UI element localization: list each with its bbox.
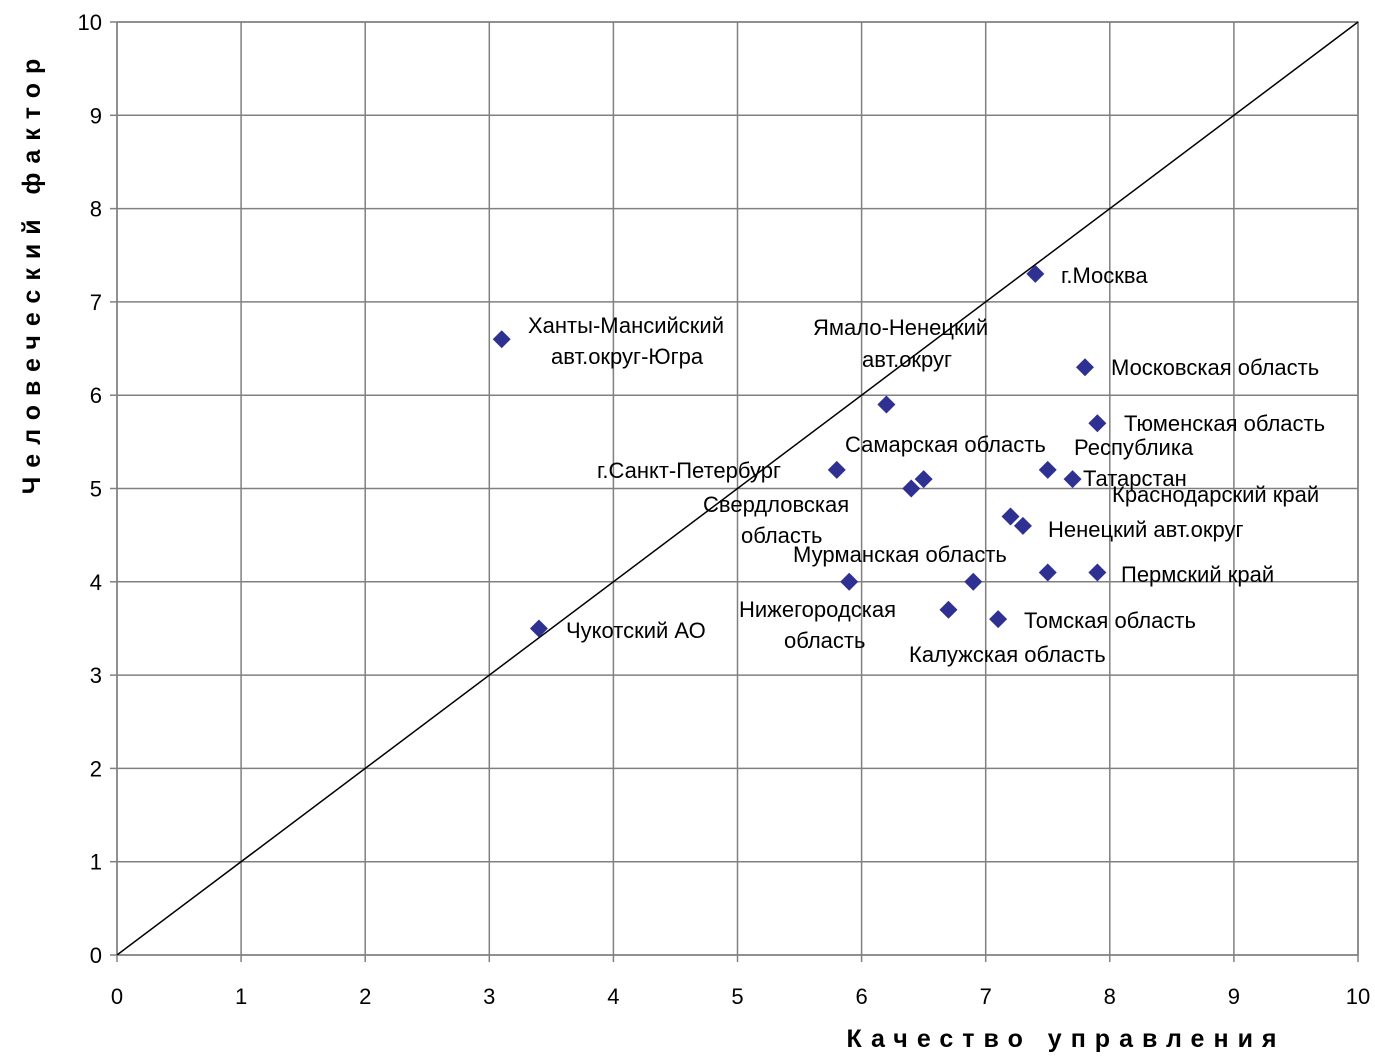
point-label: Мурманская область — [793, 542, 1007, 567]
point-label: г.Санкт-Петербург — [597, 458, 781, 483]
data-point-marker — [840, 572, 859, 591]
data-point-marker — [939, 600, 958, 619]
point-label: область — [741, 523, 822, 548]
y-tick-label: 8 — [90, 197, 102, 222]
y-tick-label: 4 — [90, 570, 102, 595]
data-point-marker — [1001, 507, 1020, 526]
data-point-marker — [827, 460, 846, 479]
point-label: Ямало-Ненецкий — [813, 315, 988, 340]
x-tick-label: 0 — [111, 984, 123, 1009]
point-label: Томская область — [1024, 608, 1196, 633]
y-tick-label: 1 — [90, 850, 102, 875]
x-tick-label: 8 — [1104, 984, 1116, 1009]
point-label: авт.округ-Югра — [551, 344, 704, 369]
data-point-marker — [1088, 563, 1107, 582]
data-point-marker — [1038, 460, 1057, 479]
x-axis-title: Качество управления — [846, 1025, 1285, 1053]
diagonal-reference-line — [116, 21, 1359, 956]
y-tick-label: 5 — [90, 477, 102, 502]
data-point-marker — [964, 572, 983, 591]
data-point-marker — [1038, 563, 1057, 582]
point-label: Ненецкий авт.округ — [1048, 517, 1244, 542]
point-label: авт.округ — [862, 347, 952, 372]
x-tick-label: 1 — [235, 984, 247, 1009]
data-point-marker — [1075, 358, 1094, 377]
x-tick-label: 4 — [607, 984, 619, 1009]
data-point-marker — [914, 470, 933, 489]
data-point-marker — [1026, 264, 1045, 283]
point-label: Калужская область — [909, 642, 1106, 667]
point-label: Самарская область — [845, 432, 1046, 457]
point-label: Татарстан — [1083, 466, 1187, 491]
data-point-marker — [492, 330, 511, 349]
y-axis-ticks: 0 1 2 3 4 5 6 7 8 9 10 — [78, 10, 117, 968]
y-tick-label: 6 — [90, 383, 102, 408]
x-tick-label: 7 — [980, 984, 992, 1009]
x-tick-label: 2 — [359, 984, 371, 1009]
data-point-marker — [529, 619, 548, 638]
data-points — [492, 264, 1107, 638]
point-label: Краснодарский край — [1112, 482, 1319, 507]
y-tick-label: 3 — [90, 663, 102, 688]
x-axis-ticks: 0 1 2 3 4 5 6 7 8 9 10 — [111, 955, 1370, 1009]
x-tick-label: 6 — [855, 984, 867, 1009]
point-label: Ханты-Мансийский — [528, 313, 724, 338]
x-tick-label: 5 — [731, 984, 743, 1009]
data-point-marker — [989, 610, 1008, 629]
point-label: Республика — [1074, 435, 1194, 460]
point-label: Нижегородская — [739, 597, 896, 622]
x-tick-label: 3 — [483, 984, 495, 1009]
point-label: г.Москва — [1061, 263, 1148, 288]
data-point-marker — [902, 479, 921, 498]
y-axis-title: Человеческий фактор — [18, 50, 46, 495]
point-labels: г.Москва Ханты-Мансийский авт.округ-Югра Ям… — [528, 263, 1325, 667]
data-point-marker — [1063, 470, 1082, 489]
data-point-marker — [1013, 516, 1032, 535]
y-tick-label: 9 — [90, 103, 102, 128]
x-tick-label: 10 — [1346, 984, 1370, 1009]
x-tick-label: 9 — [1228, 984, 1240, 1009]
y-tick-label: 10 — [78, 10, 102, 35]
y-tick-label: 2 — [90, 756, 102, 781]
y-tick-label: 0 — [90, 943, 102, 968]
point-label: Чукотский АО — [566, 618, 706, 643]
data-point-marker — [877, 395, 896, 414]
y-tick-label: 7 — [90, 290, 102, 315]
point-label: Московская область — [1111, 355, 1319, 380]
point-label: Свердловская — [703, 492, 849, 517]
point-label: Тюменская область — [1124, 411, 1325, 436]
point-label: Пермский край — [1121, 562, 1274, 587]
point-label: область — [784, 628, 865, 653]
data-point-marker — [1088, 414, 1107, 433]
